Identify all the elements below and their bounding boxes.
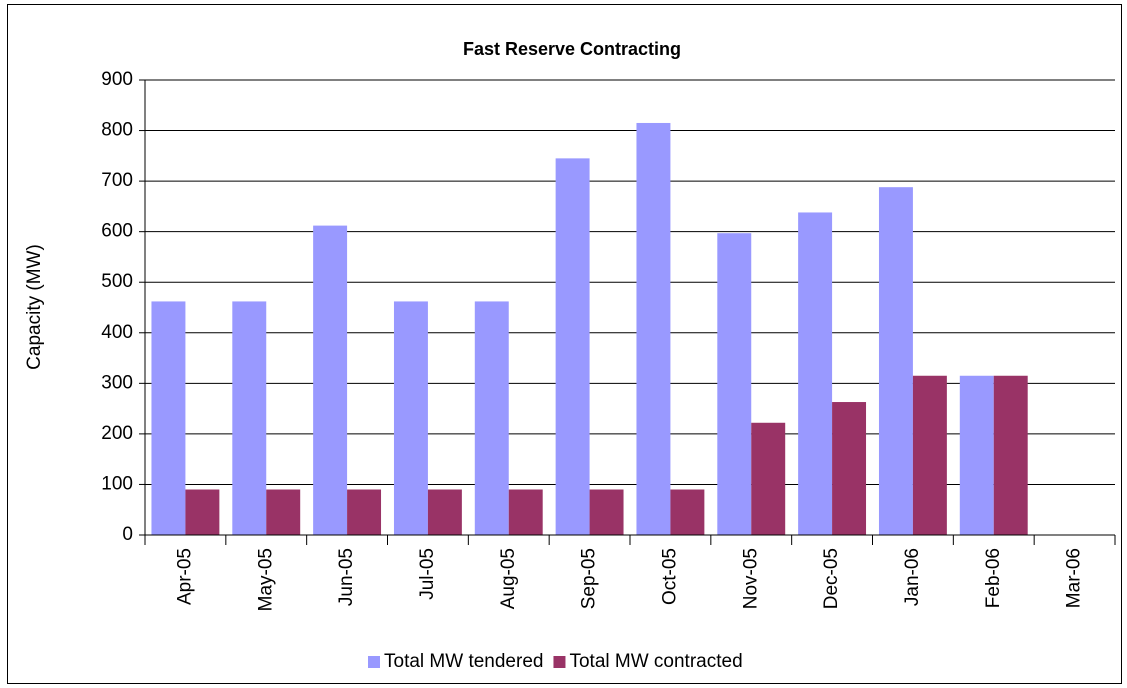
bar <box>347 489 382 535</box>
bar <box>427 489 462 535</box>
x-tick-label: Dec-05 <box>821 548 842 609</box>
y-tick-label: 0 <box>122 524 133 545</box>
y-tick-label: 700 <box>101 170 133 191</box>
bar <box>555 158 590 535</box>
x-tick-label: Aug-05 <box>498 548 519 609</box>
x-tick-label: Jan-06 <box>902 548 923 606</box>
bar <box>993 375 1028 535</box>
y-tick-label: 100 <box>101 473 133 494</box>
bar <box>832 402 867 535</box>
x-tick-label: Oct-05 <box>659 548 680 605</box>
bar <box>589 489 624 535</box>
bar <box>508 489 543 535</box>
x-tick-label: Mar-06 <box>1064 548 1085 608</box>
y-tick-label: 500 <box>101 271 133 292</box>
legend-label: Total MW tendered <box>384 651 543 672</box>
y-tick-label: 900 <box>101 69 133 90</box>
x-tick-label: Jun-05 <box>336 548 357 606</box>
y-tick-label: 600 <box>101 221 133 242</box>
bar <box>232 301 267 535</box>
bar <box>474 301 509 535</box>
y-tick-label: 800 <box>101 120 133 141</box>
x-tick-label: Apr-05 <box>174 548 195 605</box>
bar <box>636 122 671 535</box>
x-tick-label: Jul-05 <box>417 548 438 600</box>
bar <box>393 301 428 535</box>
bar <box>798 212 833 535</box>
y-tick-label: 400 <box>101 322 133 343</box>
bar <box>717 233 752 535</box>
x-tick-label: May-05 <box>255 548 276 611</box>
y-axis-label: Capacity (MW) <box>24 244 45 370</box>
bar <box>151 301 186 535</box>
bar <box>185 489 220 535</box>
x-tick-label: Sep-05 <box>579 548 600 609</box>
bar <box>266 489 301 535</box>
bar <box>912 375 947 535</box>
x-tick-label: Nov-05 <box>740 548 761 609</box>
bar <box>878 187 913 535</box>
bar <box>670 489 705 535</box>
bar <box>959 375 994 535</box>
y-tick-label: 200 <box>101 423 133 444</box>
bar <box>313 225 348 535</box>
legend-swatch <box>368 656 380 668</box>
y-tick-label: 300 <box>101 372 133 393</box>
legend-swatch <box>553 656 566 668</box>
legend-label: Total MW contracted <box>569 651 742 672</box>
chart-title: Fast Reserve Contracting <box>463 39 681 59</box>
bar <box>751 422 786 535</box>
x-tick-label: Feb-06 <box>983 548 1004 608</box>
